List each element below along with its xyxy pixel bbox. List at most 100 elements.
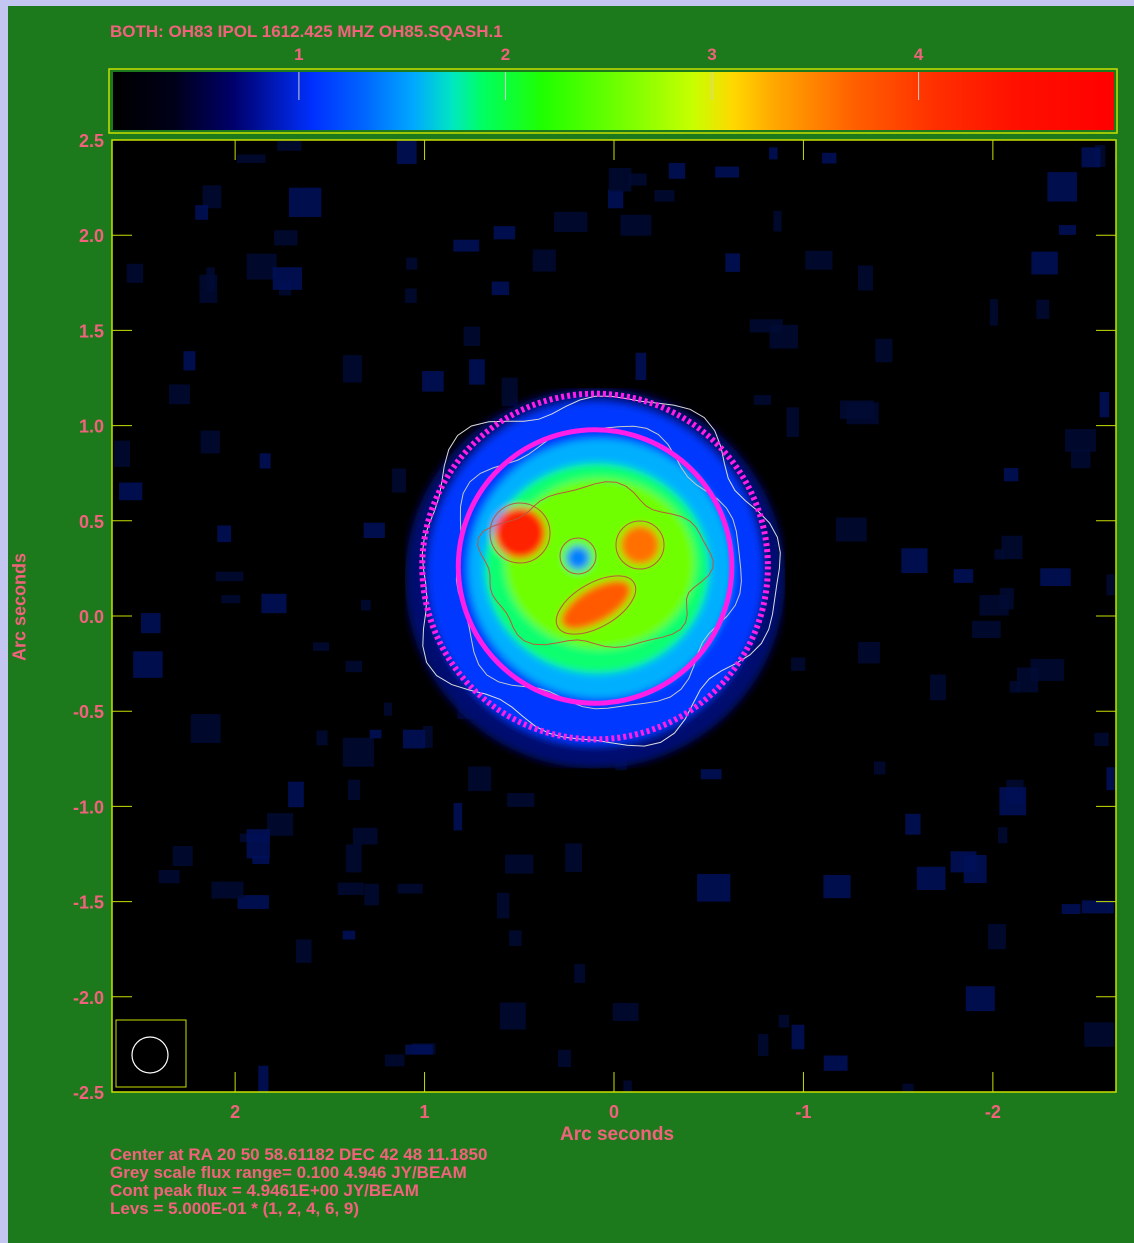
noise-blob xyxy=(1106,767,1116,791)
noise-blob xyxy=(246,253,277,280)
x-tick-label: 0 xyxy=(609,1102,619,1122)
footer-levs: Levs = 5.000E-01 * (1, 2, 4, 6, 9) xyxy=(110,1199,360,1218)
noise-blob xyxy=(352,827,378,845)
noise-blob xyxy=(1003,467,1019,482)
noise-blob xyxy=(902,1083,914,1092)
emission-core xyxy=(505,478,696,649)
noise-blob xyxy=(406,257,418,270)
noise-blob xyxy=(565,843,582,872)
noise-blob xyxy=(1001,535,1023,560)
noise-blob xyxy=(491,281,510,296)
noise-blob xyxy=(211,881,244,899)
footer-peak: Cont peak flux = 4.9461E+00 JY/BEAM xyxy=(110,1181,419,1200)
noise-blob xyxy=(697,873,731,902)
contour-level xyxy=(555,575,637,635)
noise-blob xyxy=(987,923,1006,950)
noise-blob xyxy=(206,267,215,292)
y-tick-label: 0.0 xyxy=(79,607,104,627)
dotted-circle xyxy=(419,390,771,743)
colorbar-tick-label: 4 xyxy=(914,45,924,64)
colorbar-frame xyxy=(108,68,1118,134)
contour-level xyxy=(615,520,665,570)
noise-blob xyxy=(654,190,675,202)
noise-blob xyxy=(574,964,586,984)
noise-blob xyxy=(422,371,444,392)
noise-blob xyxy=(383,702,393,716)
noise-blob xyxy=(965,986,995,1012)
noise-blob xyxy=(1094,732,1109,747)
contour-level xyxy=(559,537,597,575)
noise-blob xyxy=(1099,391,1110,418)
y-tick-label: 0.5 xyxy=(79,512,104,532)
noise-blob xyxy=(1106,574,1116,596)
noise-blob xyxy=(158,870,180,884)
noise-blob xyxy=(668,162,686,179)
colorbar-tick-label: 3 xyxy=(707,45,716,64)
noise-blob xyxy=(905,813,921,835)
noise-blob xyxy=(1036,299,1050,319)
noise-blob xyxy=(758,1034,769,1056)
noise-blob xyxy=(190,714,221,744)
noise-blob xyxy=(274,230,298,246)
noise-blob xyxy=(1061,904,1081,914)
noise-blob xyxy=(236,154,266,164)
noise-blob xyxy=(916,866,946,891)
noise-blob xyxy=(989,299,998,326)
x-tick-label: -2 xyxy=(985,1102,1001,1122)
noise-blob xyxy=(195,205,209,220)
footer-center: Center at RA 20 50 58.61182 DEC 42 48 11… xyxy=(110,1145,488,1164)
noise-blob xyxy=(272,267,303,290)
noise-blob xyxy=(348,779,361,801)
noise-blob xyxy=(423,725,433,748)
noise-blob xyxy=(1081,900,1115,914)
noise-blob xyxy=(364,883,379,906)
noise-blob xyxy=(172,845,193,867)
contour-level xyxy=(477,481,714,648)
noise-blob xyxy=(277,140,302,151)
noise-blob xyxy=(532,249,556,272)
noise-blob xyxy=(725,253,741,272)
noise-blob xyxy=(1047,172,1078,202)
noise-blob xyxy=(126,263,144,283)
noise-blob xyxy=(119,482,143,501)
noise-blob xyxy=(1040,568,1071,587)
noise-blob xyxy=(839,400,874,419)
y-tick-label: -1.0 xyxy=(73,797,104,817)
noise-blob xyxy=(384,1054,405,1067)
y-tick-label: 2.0 xyxy=(79,226,104,246)
noise-blob xyxy=(994,549,1005,560)
footer-grey-range: Grey scale flux range= 0.100 4.946 JY/BE… xyxy=(110,1163,467,1182)
noise-blob xyxy=(267,813,294,836)
noise-blob xyxy=(342,737,374,767)
noise-blob xyxy=(1030,658,1065,681)
noise-blob xyxy=(1031,251,1058,275)
noise-blob xyxy=(628,173,647,186)
y-tick-label: 2.5 xyxy=(79,131,104,151)
y-tick-label: -2.5 xyxy=(73,1083,104,1103)
noise-blob xyxy=(997,827,1008,844)
noise-blob xyxy=(623,1080,632,1092)
noise-blob xyxy=(971,620,1001,639)
noise-blob xyxy=(930,674,946,701)
noise-blob xyxy=(858,641,880,664)
noise-blob xyxy=(402,729,426,749)
noise-blob xyxy=(215,571,244,582)
y-tick-label: -2.0 xyxy=(73,988,104,1008)
noise-blob xyxy=(169,384,190,405)
noise-blob xyxy=(805,250,833,270)
noise-blob xyxy=(295,939,312,963)
noise-blob xyxy=(1058,225,1077,235)
noise-blob xyxy=(217,525,232,543)
noise-blob xyxy=(612,1002,639,1021)
noise-blob xyxy=(252,855,270,865)
noise-blob xyxy=(1016,667,1039,693)
noise-blob xyxy=(246,829,270,859)
noise-blob xyxy=(258,1065,269,1092)
noise-blob xyxy=(405,1044,433,1055)
colorbar xyxy=(113,72,1114,130)
noise-blob xyxy=(753,395,772,405)
noise-blob xyxy=(288,187,322,218)
hotspot-lower xyxy=(560,579,632,631)
noise-blob xyxy=(397,883,423,894)
